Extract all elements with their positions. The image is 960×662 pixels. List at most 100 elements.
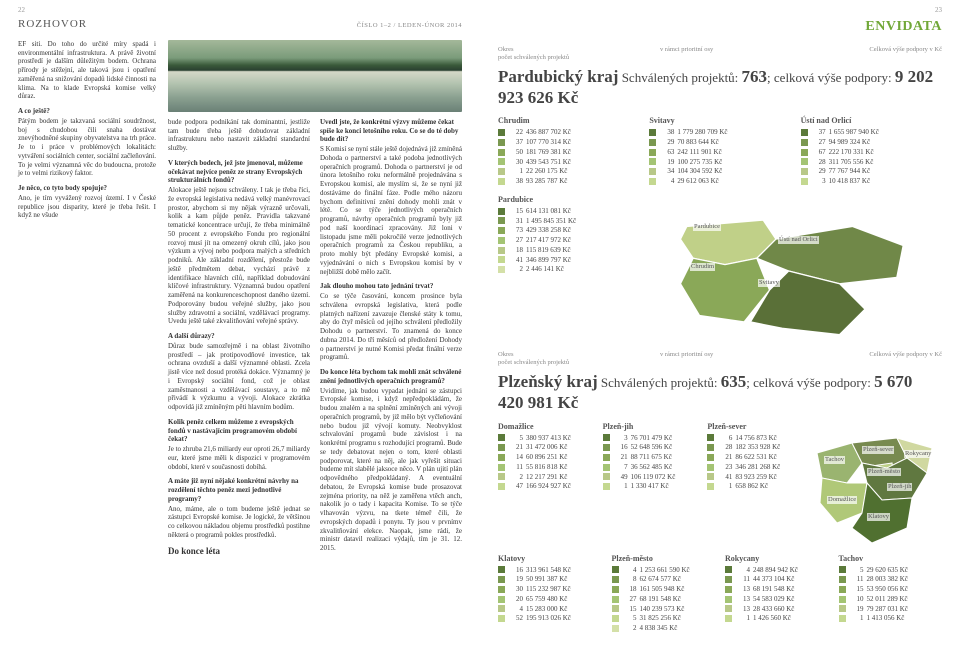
- data-line: 429 612 063 Kč: [649, 177, 790, 186]
- color-square: [725, 586, 732, 593]
- data-line: 736 562 485 Kč: [603, 463, 698, 472]
- q6: A máte již nyní nějaké konkrétní návrhy …: [168, 477, 310, 503]
- spread: 22 ROZHOVOR ČÍSLO 1–2 / LEDEN-ÚNOR 2014 …: [0, 0, 960, 646]
- color-square: [498, 149, 505, 156]
- data-value: 27217 417 972 Kč: [509, 236, 571, 245]
- color-square: [649, 129, 656, 136]
- data-value: 2188 711 675 Kč: [614, 453, 672, 462]
- data-line: 310 418 837 Kč: [801, 177, 942, 186]
- color-square: [498, 434, 505, 441]
- data-line: 23346 281 268 Kč: [707, 463, 802, 472]
- maplbl-tachov: Tachov: [824, 456, 845, 464]
- page-right: 23 ENVIDATA Okrespočet schválených proje…: [480, 0, 960, 646]
- district-plzenjih: Plzeň-jih 376 701 479 Kč1652 648 596 Kč2…: [603, 422, 698, 493]
- data-value: 310 418 837 Kč: [812, 177, 870, 186]
- data-line: 1155 816 818 Kč: [498, 463, 593, 472]
- color-square: [801, 178, 808, 185]
- data-line: 34104 304 592 Kč: [649, 167, 790, 176]
- color-square: [707, 473, 714, 480]
- data-line: 2065 759 480 Kč: [498, 595, 602, 604]
- data-value: 415 283 000 Kč: [509, 605, 567, 614]
- data-value: 736 562 485 Kč: [614, 463, 672, 472]
- data-value: 47166 924 927 Kč: [509, 482, 571, 491]
- color-square: [498, 139, 505, 146]
- data-value: 429 612 063 Kč: [660, 177, 718, 186]
- table-header-1: Okrespočet schválených projektů v rámci …: [498, 46, 942, 62]
- data-value: 1652 648 596 Kč: [614, 443, 672, 452]
- color-square: [498, 178, 505, 185]
- data-line: 18161 505 948 Kč: [612, 585, 716, 594]
- a7: S Komisí se nyní stále ještě dojednává j…: [320, 145, 462, 276]
- a5: Je to zhruba 21,6 miliardy eur oproti 26…: [168, 445, 310, 471]
- page-head-right: ENVIDATA: [498, 18, 942, 36]
- color-square: [498, 454, 505, 461]
- data-value: 1950 991 387 Kč: [509, 575, 567, 584]
- data-line: 1328 433 660 Kč: [725, 605, 829, 614]
- data-value: 2131 472 006 Kč: [509, 443, 567, 452]
- data-line: 1553 950 056 Kč: [839, 585, 943, 594]
- data-value: 1052 011 289 Kč: [850, 595, 908, 604]
- data-line: 415 283 000 Kč: [498, 605, 602, 614]
- dname-klatovy: Klatovy: [498, 554, 602, 564]
- data-line: 2977 767 944 Kč: [801, 167, 942, 176]
- data-line: 63242 111 901 Kč: [649, 148, 790, 157]
- data-value: 2065 759 480 Kč: [509, 595, 567, 604]
- dname-chrudim: Chrudim: [498, 116, 639, 126]
- data-line: 41 253 661 590 Kč: [612, 566, 716, 575]
- data-value: 3893 285 787 Kč: [509, 177, 567, 186]
- data-line: 47166 924 927 Kč: [498, 482, 593, 491]
- color-square: [498, 168, 505, 175]
- data-line: 1950 991 387 Kč: [498, 575, 602, 584]
- data-line: 27217 417 972 Kč: [498, 236, 638, 245]
- data-value: 24 838 345 Kč: [623, 624, 678, 633]
- plzen-lbl1: Schválených projektů:: [601, 375, 721, 390]
- data-line: 73429 338 258 Kč: [498, 226, 638, 235]
- page-left: 22 ROZHOVOR ČÍSLO 1–2 / LEDEN-ÚNOR 2014 …: [0, 0, 480, 646]
- data-line: 1460 896 251 Kč: [498, 453, 593, 462]
- data-line: 122 260 175 Kč: [498, 167, 639, 176]
- plzen-row1: Domažlice 5380 937 413 Kč2131 472 006 Kč…: [498, 422, 802, 493]
- data-value: 1128 003 382 Kč: [850, 575, 908, 584]
- data-line: 2768 191 548 Kč: [612, 595, 716, 604]
- color-square: [649, 149, 656, 156]
- data-line: 28182 353 928 Kč: [707, 443, 802, 452]
- color-square: [603, 454, 610, 461]
- plzen-row2: Klatovy 16313 961 548 Kč1950 991 387 Kč3…: [498, 554, 942, 634]
- th-okres-l1: Okres: [498, 46, 514, 53]
- color-square: [498, 566, 505, 573]
- issue-label: ČÍSLO 1–2 / LEDEN-ÚNOR 2014: [357, 22, 462, 30]
- color-square: [839, 576, 846, 583]
- color-square: [707, 444, 714, 451]
- color-square: [498, 586, 505, 593]
- district-chrudim: Chrudim 22436 887 702 Kč37107 770 314 Kč…: [498, 116, 639, 187]
- data-value: 49106 119 072 Kč: [614, 473, 676, 482]
- th2-priority: v rámci prioritní osy: [660, 351, 780, 367]
- data-value: 4248 894 942 Kč: [736, 566, 798, 575]
- data-line: 28311 705 556 Kč: [801, 158, 942, 167]
- color-square: [603, 464, 610, 471]
- data-value: 531 825 256 Kč: [623, 614, 681, 623]
- data-line: 311 495 845 351 Kč: [498, 217, 638, 226]
- data-line: 22436 887 702 Kč: [498, 128, 639, 137]
- data-line: 4248 894 942 Kč: [725, 566, 829, 575]
- color-square: [603, 473, 610, 480]
- data-value: 22 446 141 Kč: [509, 265, 564, 274]
- district-tachov: Tachov 529 620 635 Kč1128 003 382 Kč1553…: [839, 554, 943, 634]
- q7: Uvedl jste, že konkrétní výzvy můžeme če…: [320, 118, 462, 144]
- data-value: 122 260 175 Kč: [509, 167, 567, 176]
- data-line: 371 655 987 940 Kč: [801, 128, 942, 137]
- maplbl-chrudim: Chrudim: [690, 263, 715, 271]
- color-square: [498, 605, 505, 612]
- data-value: 1144 373 104 Kč: [736, 575, 794, 584]
- district-rokycany: Rokycany 4248 894 942 Kč1144 373 104 Kč1…: [725, 554, 829, 634]
- a9: Uvidíme, jak budou vypadat jednání se zá…: [320, 387, 462, 553]
- data-value: 2768 191 548 Kč: [623, 595, 681, 604]
- color-square: [839, 566, 846, 573]
- data-value: 41 253 661 590 Kč: [623, 566, 690, 575]
- data-line: 3893 285 787 Kč: [498, 177, 639, 186]
- data-line: 2186 622 531 Kč: [707, 453, 802, 462]
- data-value: 2977 767 944 Kč: [812, 167, 870, 176]
- map-pardubice: Pardubice Ústí nad Orlicí Chrudim Svitav…: [648, 201, 942, 341]
- color-square: [498, 596, 505, 603]
- color-square: [612, 586, 619, 593]
